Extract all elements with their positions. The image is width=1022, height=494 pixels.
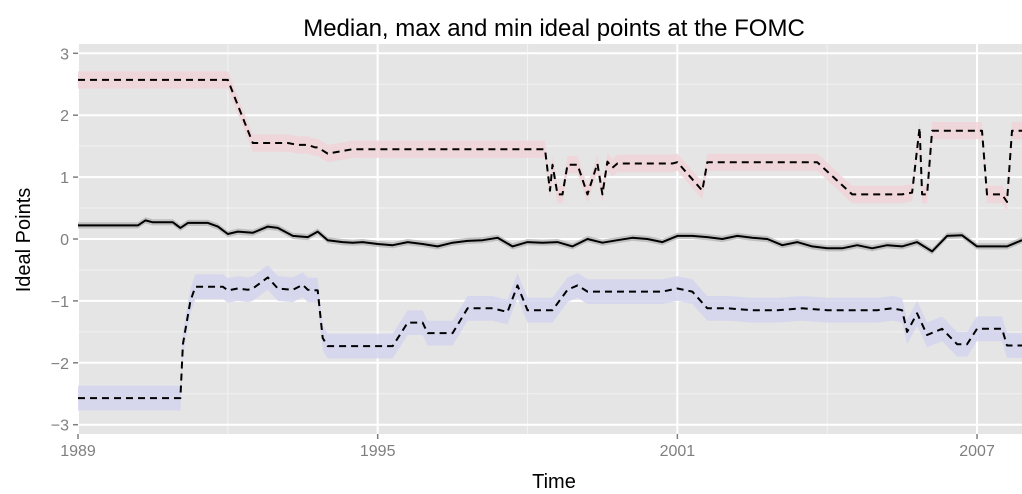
y-tick-label: 0	[60, 232, 69, 249]
x-axis-title: Time	[532, 471, 576, 493]
series-lines	[78, 78, 1022, 400]
y-axis: 3 2 1 0 −1 −2 −3	[51, 46, 78, 435]
x-tick-label: 1989	[60, 443, 96, 460]
series-line-median	[78, 219, 1022, 253]
band-min	[78, 265, 1022, 411]
y-axis-title: Ideal Points	[13, 188, 35, 293]
y-tick-label: −3	[51, 418, 69, 435]
x-axis: 1989 1995 2001 2007	[60, 434, 995, 460]
x-tick-label: 2007	[959, 443, 995, 460]
y-tick-label: 3	[60, 46, 69, 63]
y-tick-label: 2	[60, 108, 69, 125]
chart-title: Median, max and min ideal points at the …	[303, 15, 805, 42]
grid-minor	[78, 44, 1022, 434]
y-tick-label: −1	[51, 294, 69, 311]
x-tick-label: 2001	[660, 443, 696, 460]
series-line-min	[78, 276, 1022, 400]
y-tick-label: 1	[60, 170, 69, 187]
x-tick-label: 1995	[360, 443, 396, 460]
series-line-max	[78, 78, 1022, 203]
y-tick-label: −2	[51, 356, 69, 373]
